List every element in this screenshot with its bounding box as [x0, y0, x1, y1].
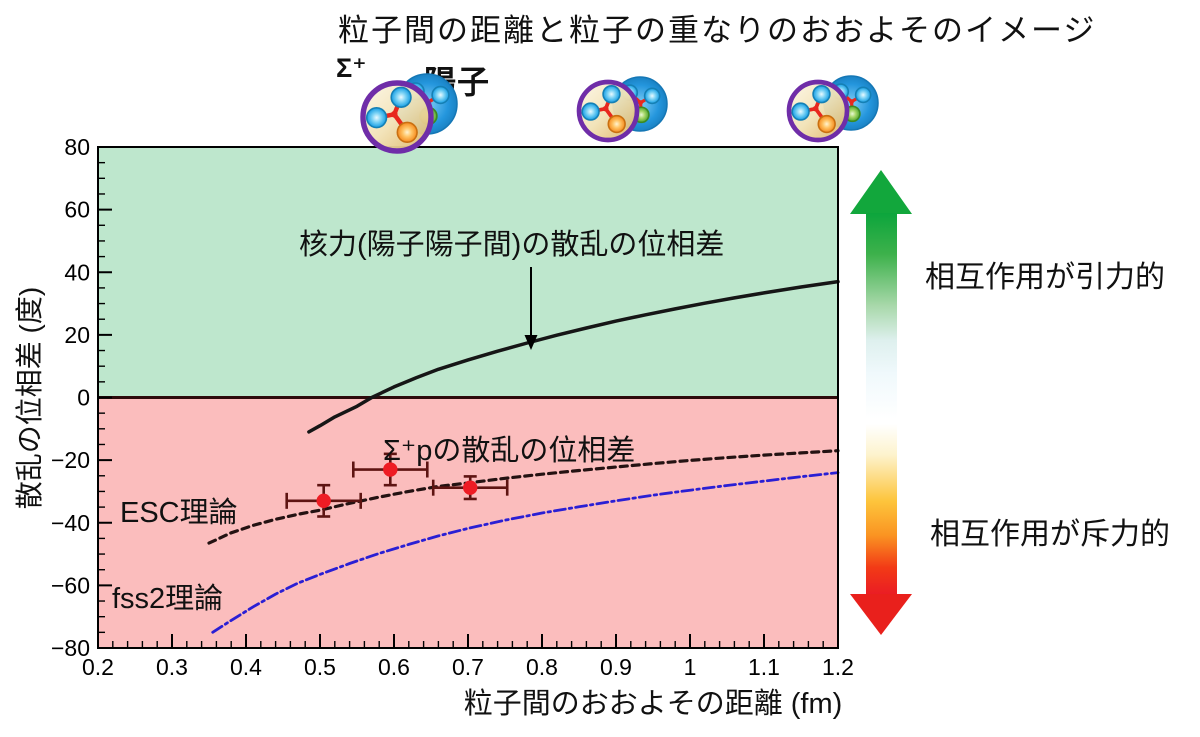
- quark-icon: [854, 86, 872, 104]
- up-arrow-head: [850, 170, 912, 214]
- esc-theory-label: ESC理論: [120, 497, 238, 529]
- repulsive-interaction-label: 相互作用が斥力的: [930, 518, 1170, 551]
- repulsive-zone-background: [98, 397, 838, 648]
- x-tick-label: 0.2: [82, 654, 114, 680]
- sigma-proton-pair-icon-medium-overlap: [576, 76, 668, 143]
- sigma-proton-pair-icon-small-overlap: [786, 75, 879, 143]
- x-tick-label: 0.8: [526, 654, 558, 680]
- x-tick-label: 0.5: [304, 654, 336, 680]
- data-point-marker: [316, 493, 331, 509]
- x-tick-label: 0.3: [156, 654, 188, 680]
- quark-icon: [390, 86, 412, 108]
- up-arrow-shaft: [866, 213, 897, 419]
- y-tick-label: 60: [64, 197, 90, 223]
- quark-icon: [431, 85, 450, 105]
- repulsive-down-arrow-icon: [850, 424, 912, 635]
- x-tick-label: 0.9: [600, 654, 632, 680]
- y-tick-label: 20: [64, 322, 90, 348]
- curve-nuclear-pp: [307, 279, 840, 434]
- down-arrow-shaft: [866, 424, 897, 595]
- y-tick-label: 80: [64, 134, 90, 160]
- gluon-hub: [812, 105, 819, 112]
- down-arrow-head: [850, 594, 912, 635]
- x-tick-label: 1: [684, 654, 697, 680]
- data-point-marker: [463, 480, 478, 495]
- arrow-head: [524, 335, 538, 350]
- quark-icon: [643, 87, 661, 105]
- nuclear-annotation-arrow: [524, 267, 538, 350]
- sigma-p-annotation: Σ⁺pの散乱の位相差: [383, 435, 636, 467]
- sigma-p-data-points: [285, 452, 509, 518]
- quark-icon: [365, 107, 388, 129]
- gluon-hub: [390, 110, 398, 118]
- y-tick-label: −20: [51, 447, 90, 473]
- figure-title: 粒子間の距離と粒子の重なりのおおよそのイメージ: [338, 13, 1097, 48]
- x-tick-label: 1.1: [748, 654, 780, 680]
- axis-ticks: 0.2 0.3 0.4 0.5 0.6 0.7 0.8 0.9 1 1.1 1.2 80 60 40 20 0…: [51, 134, 854, 680]
- y-tick-label: −40: [51, 510, 90, 536]
- quark-icon: [791, 102, 810, 121]
- y-tick-label: 40: [64, 259, 90, 285]
- quark-icon: [607, 114, 626, 134]
- plot-border: [97, 146, 839, 649]
- quark-icon: [812, 84, 831, 104]
- x-tick-label: 0.6: [378, 654, 410, 680]
- gluon-hub: [638, 100, 643, 106]
- y-tick-label: −80: [51, 635, 90, 661]
- x-tick-label: 0.7: [452, 654, 484, 680]
- sigma-plus-label: Σ⁺: [336, 53, 367, 83]
- gluon-hub: [602, 105, 609, 112]
- y-tick-label: 0: [77, 385, 90, 411]
- quark-icon: [817, 114, 836, 134]
- quark-icon: [602, 84, 621, 104]
- x-axis-title: 粒子間のおおよその距離 (fm): [463, 688, 843, 720]
- y-axis-title: 散乱の位相差 (度): [14, 286, 45, 510]
- sigma-proton-pair-icon-large-overlap: [360, 73, 458, 154]
- quark-icon: [396, 121, 418, 143]
- data-point-marker: [383, 462, 398, 477]
- y-tick-label: −60: [51, 572, 90, 598]
- x-tick-label: 1.2: [822, 654, 854, 680]
- fss2-theory-label: fss2理論: [112, 583, 224, 615]
- curve-fss2-theory: [211, 471, 840, 634]
- nuclear-curve-annotation: 核力(陽子陽子間)の散乱の位相差: [299, 229, 725, 261]
- gluon-hub: [849, 99, 854, 105]
- attractive-interaction-label: 相互作用が引力的: [925, 261, 1165, 294]
- attractive-up-arrow-icon: [850, 170, 912, 419]
- attractive-zone-background: [98, 147, 838, 398]
- x-tick-label: 0.4: [230, 654, 262, 680]
- quark-icon: [581, 102, 600, 121]
